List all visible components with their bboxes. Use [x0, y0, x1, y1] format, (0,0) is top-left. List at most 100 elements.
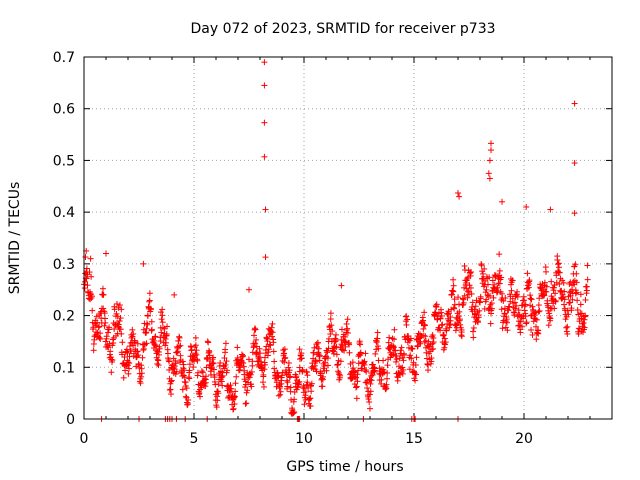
data-point	[409, 345, 416, 352]
data-point	[275, 373, 282, 380]
data-point	[391, 336, 398, 343]
data-point	[304, 372, 311, 379]
data-point	[431, 309, 438, 316]
data-point	[477, 299, 484, 306]
data-point	[476, 307, 483, 314]
data-point	[281, 355, 288, 362]
data-point	[254, 349, 261, 356]
x-tick-label: 20	[515, 431, 533, 447]
data-point	[499, 325, 506, 332]
data-point	[125, 359, 132, 366]
data-point	[467, 270, 474, 277]
data-point	[380, 357, 387, 364]
data-point	[514, 288, 521, 295]
data-point	[577, 301, 584, 308]
data-point	[126, 343, 133, 350]
data-point	[571, 160, 578, 167]
x-tick-label: 0	[80, 431, 89, 447]
data-point	[342, 333, 349, 340]
data-point	[489, 277, 496, 284]
data-point	[334, 361, 341, 368]
data-point	[166, 386, 173, 393]
data-point	[451, 305, 458, 312]
data-point	[281, 359, 288, 366]
data-point	[247, 371, 254, 378]
data-point	[287, 384, 294, 391]
data-point	[118, 330, 125, 337]
data-point	[105, 329, 112, 336]
data-point	[194, 357, 201, 364]
data-point	[449, 287, 456, 294]
data-point	[330, 350, 337, 357]
data-point	[412, 377, 419, 384]
data-point	[231, 401, 238, 408]
data-point	[242, 400, 249, 407]
data-point	[232, 388, 239, 395]
data-point	[581, 324, 588, 331]
data-point	[93, 329, 100, 336]
data-point	[407, 335, 414, 342]
data-point	[574, 297, 581, 304]
data-point	[101, 322, 108, 329]
data-point	[456, 193, 463, 200]
data-point	[511, 309, 518, 316]
data-point	[319, 383, 326, 390]
data-point	[443, 327, 450, 334]
grid-lines	[84, 57, 612, 419]
data-point	[532, 323, 539, 330]
data-point	[393, 356, 400, 363]
data-point	[313, 368, 320, 375]
data-point	[389, 335, 396, 342]
data-point	[528, 296, 535, 303]
data-point	[552, 298, 559, 305]
data-point	[213, 404, 220, 411]
data-point	[140, 260, 147, 267]
data-point	[366, 399, 373, 406]
data-point	[429, 332, 436, 339]
data-point	[168, 378, 175, 385]
data-point	[164, 323, 171, 330]
data-point	[470, 324, 477, 331]
data-point	[102, 319, 109, 326]
data-point	[121, 354, 128, 361]
data-point	[519, 323, 526, 330]
data-point	[203, 364, 210, 371]
data-point	[146, 297, 153, 304]
data-point	[470, 328, 477, 335]
data-point	[296, 346, 303, 353]
data-point	[308, 380, 315, 387]
data-point	[353, 384, 360, 391]
data-point	[339, 346, 346, 353]
data-point	[421, 309, 428, 316]
data-point	[366, 391, 373, 398]
data-point	[375, 345, 382, 352]
data-point	[349, 359, 356, 366]
data-point	[413, 371, 420, 378]
data-point	[276, 383, 283, 390]
data-point	[357, 341, 364, 348]
data-point	[357, 349, 364, 356]
data-point	[159, 312, 166, 319]
data-point	[428, 355, 435, 362]
data-point	[478, 262, 485, 269]
data-point	[162, 342, 169, 349]
data-point	[271, 365, 278, 372]
data-point	[179, 386, 186, 393]
data-point	[577, 291, 584, 298]
data-point	[171, 363, 178, 370]
data-point	[480, 270, 487, 277]
data-point	[175, 337, 182, 344]
data-point	[477, 293, 484, 300]
data-point	[451, 296, 458, 303]
data-point	[344, 316, 351, 323]
data-point	[229, 397, 236, 403]
data-point	[573, 279, 580, 286]
data-point	[535, 308, 542, 315]
data-point	[218, 373, 225, 380]
data-point	[298, 355, 305, 362]
data-point	[413, 354, 420, 361]
data-point	[299, 366, 306, 373]
data-point	[262, 361, 269, 368]
data-point	[363, 367, 370, 374]
data-point	[251, 332, 258, 339]
